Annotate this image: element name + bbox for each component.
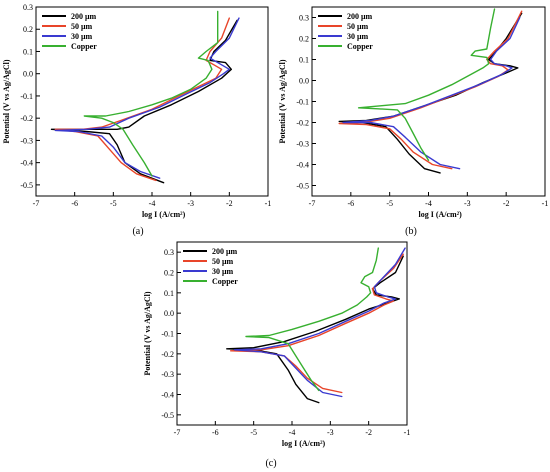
x-tick-label: -1: [404, 428, 411, 437]
x-tick-label: -3: [187, 199, 194, 208]
y-tick-label: 0.3: [299, 14, 309, 23]
legend-label: 50 μm: [212, 257, 234, 266]
legend-label: 200 μm: [71, 12, 97, 21]
y-tick-label: 0.2: [23, 25, 33, 34]
x-tick-label: -2: [503, 199, 510, 208]
series-line: [357, 8, 496, 161]
x-tick-label: -6: [71, 199, 78, 208]
series-line: [226, 255, 404, 404]
y-tick-label: 0.0: [164, 309, 174, 318]
y-tick-label: 0.1: [299, 56, 309, 65]
y-tick-label: 0.3: [23, 3, 33, 12]
x-axis-title: log I (A/cm²): [282, 439, 326, 448]
series-line: [83, 10, 219, 177]
y-tick-label: -0.2: [161, 350, 174, 359]
legend-label: 30 μm: [71, 32, 93, 41]
x-tick-label: -3: [327, 428, 334, 437]
legend-label: Copper: [347, 42, 373, 51]
legend-label: 200 μm: [212, 247, 238, 256]
x-tick-label: -5: [386, 199, 393, 208]
legend-label: 30 μm: [212, 267, 234, 276]
x-tick-label: -7: [309, 199, 316, 208]
x-tick-label: -5: [250, 428, 257, 437]
y-tick-label: 0.1: [164, 289, 174, 298]
y-axis-title: Potential (V vs Ag/AgCl): [2, 59, 11, 143]
y-axis-title: Potential (V vs Ag/AgCl): [143, 291, 152, 375]
x-tick-label: -5: [110, 199, 117, 208]
x-tick-label: -4: [149, 199, 156, 208]
chart-panel-3: -7 -6 -5 -4 -3 -2 -1 -0.5 -0.4 -0.3 -0.2 -0.1 0.0 0.1…: [143, 241, 411, 469]
chart-panel-1: -7 -6 -5 -4 -3 -2 -1 -0.5 -0.4 -0.3 -0.2 -0.1 0.0 0.1…: [2, 3, 271, 237]
y-tick-label: -0.3: [161, 370, 174, 379]
y-tick-label: -0.4: [20, 159, 33, 168]
y-tick-label: -0.1: [161, 330, 174, 339]
legend-label: 50 μm: [71, 22, 93, 31]
legend-label: Copper: [71, 42, 97, 51]
x-tick-label: -2: [365, 428, 372, 437]
series-line: [342, 16, 521, 170]
y-tick-label: -0.4: [296, 161, 309, 170]
y-tick-label: 0.2: [164, 269, 174, 278]
series-line: [245, 247, 379, 392]
series-line: [233, 247, 406, 398]
x-tick-label: -6: [347, 199, 354, 208]
x-tick-label: -2: [226, 199, 233, 208]
y-tick-label: 0.2: [299, 35, 309, 44]
x-tick-label: -1: [265, 199, 272, 208]
y-tick-label: -0.1: [296, 98, 309, 107]
x-axis-title: log I (A/cm²): [419, 210, 463, 219]
x-tick-label: -4: [425, 199, 432, 208]
y-tick-label: -0.5: [161, 411, 174, 420]
x-tick-label: -3: [464, 199, 471, 208]
y-tick-label: -0.2: [296, 119, 309, 128]
y-tick-label: 0.1: [23, 47, 33, 56]
chart-panel-2: -7 -6 -5 -4 -3 -2 -1 -0.5 -0.4 -0.3 -0.2 -0.1 0.0 0.1…: [278, 6, 549, 237]
x-tick-label: -7: [174, 428, 181, 437]
y-tick-label: -0.1: [20, 92, 33, 101]
y-tick-label: -0.3: [20, 136, 33, 145]
y-tick-label: 0.0: [23, 70, 33, 79]
x-tick-label: -4: [289, 428, 296, 437]
series-line: [230, 253, 404, 394]
series-line: [50, 19, 238, 184]
legend-label: 50 μm: [347, 22, 369, 31]
legend-label: 200 μm: [347, 12, 373, 21]
y-tick-label: 0.0: [299, 77, 309, 86]
panel-label: (a): [132, 226, 143, 237]
legend-label: Copper: [212, 277, 238, 286]
y-tick-label: 0.3: [164, 248, 174, 257]
y-axis-title: Potential (V vs Ag/AgCl): [278, 59, 287, 143]
legend-label: 30 μm: [347, 32, 369, 41]
x-axis-title: log I (A/cm²): [142, 210, 186, 219]
x-tick-label: -1: [542, 199, 549, 208]
y-tick-label: -0.5: [20, 181, 33, 190]
panel-label: (c): [265, 458, 276, 469]
y-tick-label: -0.3: [296, 140, 309, 149]
x-tick-label: -6: [212, 428, 219, 437]
y-tick-label: -0.4: [161, 391, 174, 400]
series-line: [54, 17, 240, 179]
panel-label: (b): [405, 226, 417, 237]
x-tick-label: -7: [33, 199, 40, 208]
y-tick-label: -0.2: [20, 114, 33, 123]
y-tick-label: -0.5: [296, 182, 309, 191]
